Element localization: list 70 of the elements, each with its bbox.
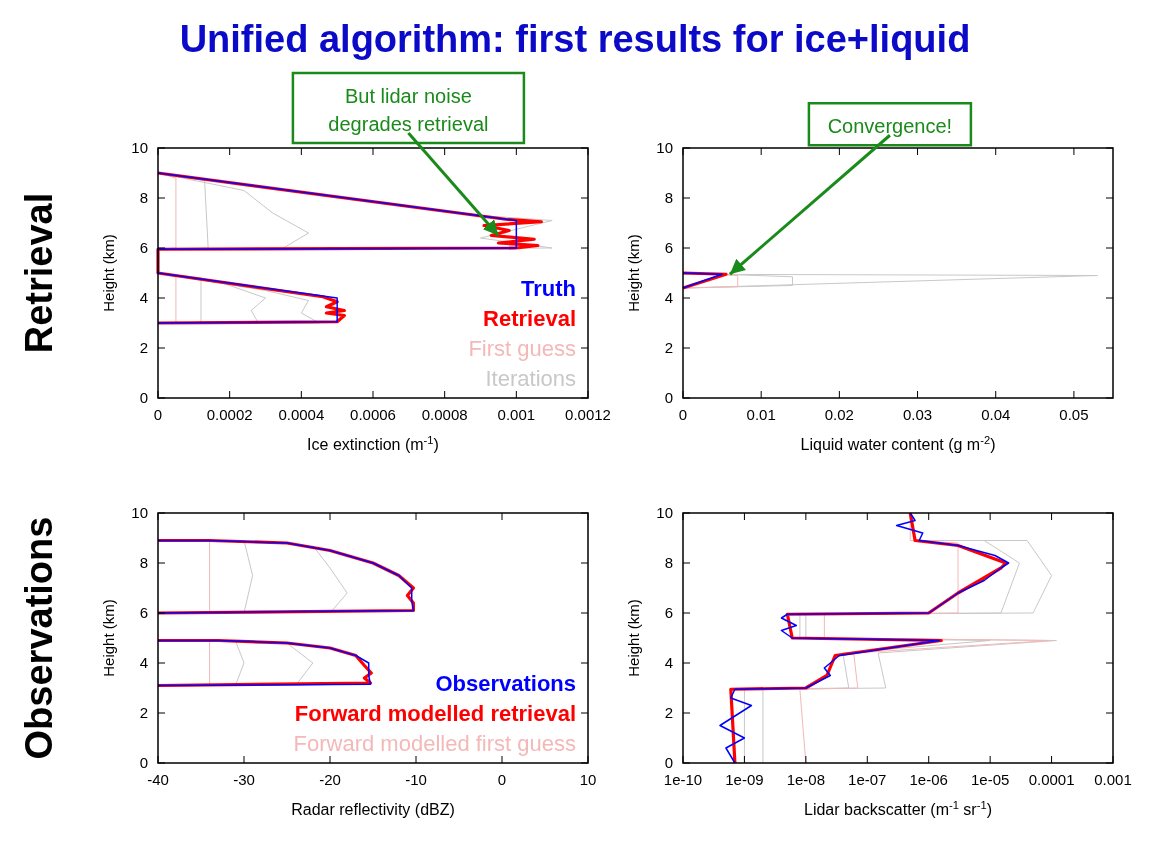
y-tick-label: 2 <box>139 704 148 721</box>
x-tick-label: 0.0004 <box>278 406 325 423</box>
y-axis-title: Height (km) <box>625 599 642 677</box>
y-tick-label: 2 <box>664 704 673 721</box>
x-tick-label: -10 <box>405 771 427 788</box>
y-tick-label: 6 <box>139 604 148 621</box>
x-tick-label: 0.001 <box>497 406 536 423</box>
y-tick-label: 0 <box>139 754 148 771</box>
x-tick-label: 0.05 <box>1059 406 1089 423</box>
x-tick-label: -40 <box>147 771 169 788</box>
y-tick-label: 6 <box>664 604 673 621</box>
x-tick-label: 10 <box>579 771 597 788</box>
x-tick-label: 0.02 <box>824 406 854 423</box>
y-axis-title: Height (km) <box>625 234 642 312</box>
x-tick-label: 0.01 <box>746 406 776 423</box>
y-tick-label: 8 <box>664 189 673 206</box>
series-label: Forward modelled retrieval <box>294 701 576 726</box>
x-tick-label: -20 <box>319 771 341 788</box>
y-tick-label: 6 <box>139 239 148 256</box>
text: First guess <box>468 336 576 361</box>
x-tick-label: 0.0012 <box>565 406 611 423</box>
y-tick-label: 10 <box>656 504 673 521</box>
y-tick-label: 0 <box>664 389 673 406</box>
y-axis-title: Height (km) <box>100 599 117 677</box>
series-label: Truth <box>521 276 576 301</box>
x-axis-title: Liquid water content (g m$^{-2}$) <box>800 434 996 453</box>
x-tick-label: 1e-10 <box>663 771 703 788</box>
y-tick-label: 0 <box>139 389 148 406</box>
y-tick-label: 4 <box>139 289 148 306</box>
x-tick-label: 0.0002 <box>206 406 253 423</box>
y-tick-label: 8 <box>139 189 148 206</box>
x-tick-label: 0.001 <box>1094 771 1132 788</box>
text: Retrieval <box>18 192 60 354</box>
x-tick-label: 0.04 <box>981 406 1011 423</box>
y-tick-label: 10 <box>131 504 148 521</box>
x-tick-label: 0 <box>497 771 507 788</box>
y-axis-title: Height (km) <box>100 234 117 312</box>
x-tick-label: 1e-07 <box>848 771 887 788</box>
x-axis-title: Radar reflectivity (dBZ) <box>291 801 455 818</box>
y-tick-label: 8 <box>139 554 148 571</box>
y-tick-label: 6 <box>664 239 673 256</box>
x-tick-label: 1e-06 <box>909 771 948 788</box>
text: Observations <box>435 671 576 696</box>
y-tick-label: 8 <box>664 554 673 571</box>
x-tick-label: 1e-09 <box>725 771 764 788</box>
text: Forward modelled first guess <box>293 731 576 756</box>
y-tick-label: 10 <box>131 139 148 156</box>
chart-title: Unified algorithm: first results for ice+liquid <box>179 18 971 60</box>
annotation: But lidar noise degrades retrieval <box>328 85 489 135</box>
x-axis-title: Lidar backscatter (m$^{-1}$ sr$^{-1}$) <box>804 799 992 818</box>
y-tick-label: 10 <box>656 139 673 156</box>
y-tick-label: 2 <box>664 339 673 356</box>
text: Observations <box>18 516 60 760</box>
y-tick-label: 4 <box>139 654 148 671</box>
x-tick-label: 0 <box>153 406 163 423</box>
y-tick-label: 2 <box>139 339 148 356</box>
x-tick-label: 0.0008 <box>421 406 468 423</box>
x-tick-label: 0 <box>678 406 688 423</box>
annotation: Convergence! <box>827 115 953 138</box>
x-tick-label: -30 <box>233 771 255 788</box>
x-axis-title: Ice extinction (m$^{-1}$) <box>307 434 439 453</box>
x-tick-label: 0.0006 <box>350 406 396 423</box>
x-tick-label: 0.0001 <box>1028 771 1075 788</box>
x-tick-label: 0.03 <box>902 406 933 423</box>
y-tick-label: 4 <box>664 654 673 671</box>
x-tick-label: 1e-05 <box>970 771 1010 788</box>
text: Retrieval <box>483 306 576 331</box>
y-tick-label: 0 <box>664 754 673 771</box>
y-tick-label: 4 <box>664 289 673 306</box>
x-tick-label: 1e-08 <box>786 771 826 788</box>
